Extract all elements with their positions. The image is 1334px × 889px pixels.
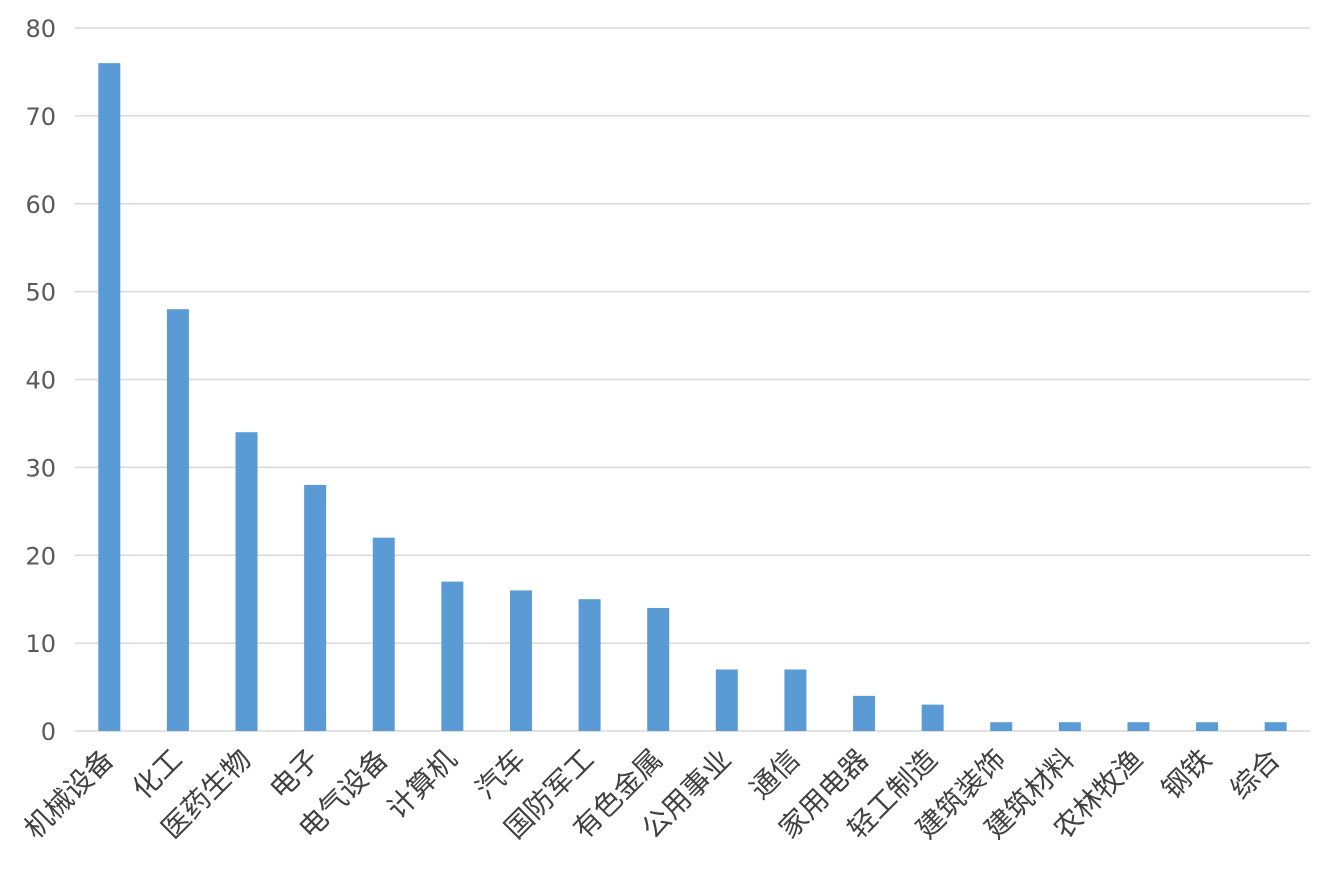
bar xyxy=(441,581,464,731)
gridlines xyxy=(75,27,1310,732)
bar xyxy=(98,63,121,731)
y-tick-label: 80 xyxy=(25,15,56,43)
bar xyxy=(853,695,876,731)
bar xyxy=(1127,722,1150,731)
x-category-label: 钢铁 xyxy=(1155,743,1218,806)
bar xyxy=(304,484,327,731)
bar xyxy=(509,590,532,731)
bar xyxy=(372,537,395,731)
y-tick-label: 10 xyxy=(25,630,56,658)
y-tick-label: 20 xyxy=(25,542,56,570)
bar xyxy=(1264,722,1287,731)
x-category-label: 计算机 xyxy=(381,743,464,826)
bar xyxy=(1058,722,1081,731)
bar xyxy=(235,432,258,731)
y-tick-label: 40 xyxy=(25,367,56,395)
bars xyxy=(98,63,1287,731)
y-axis-ticks: 0 10 20 30 40 50 60 70 80 xyxy=(25,15,56,746)
bar xyxy=(715,669,738,731)
bar xyxy=(784,669,807,731)
y-tick-label: 60 xyxy=(25,191,56,219)
bar xyxy=(1196,722,1219,731)
bar xyxy=(578,599,601,731)
y-tick-label: 70 xyxy=(25,103,56,131)
bar xyxy=(166,309,189,731)
bar xyxy=(990,722,1013,731)
bar xyxy=(647,607,670,731)
x-category-label: 机械设备 xyxy=(18,743,121,846)
x-category-label: 综合 xyxy=(1224,743,1287,806)
bar xyxy=(921,704,944,731)
y-tick-label: 0 xyxy=(41,718,56,746)
y-tick-label: 50 xyxy=(25,279,56,307)
y-tick-label: 30 xyxy=(25,454,56,482)
